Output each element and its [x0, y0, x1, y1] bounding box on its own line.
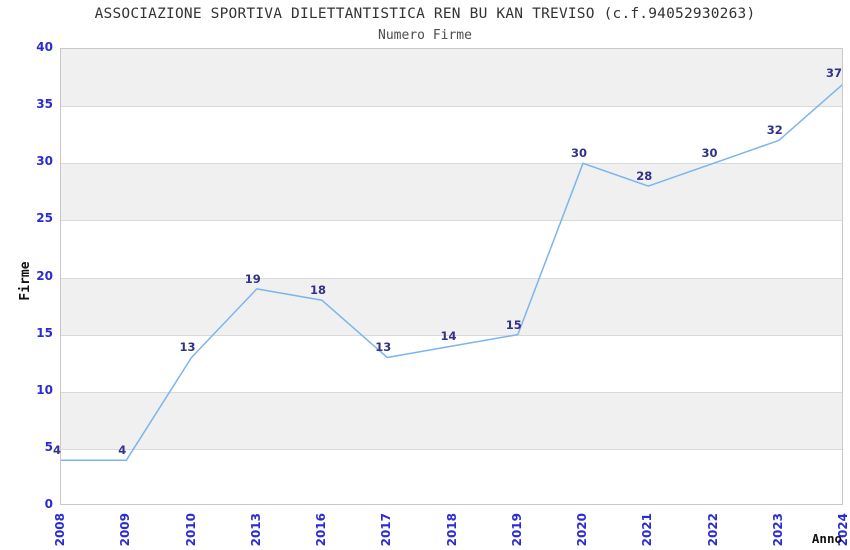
gridline: [61, 220, 842, 222]
chart-title: ASSOCIAZIONE SPORTIVA DILETTANTISTICA RE…: [94, 6, 756, 22]
x-tick-label: 2016: [314, 513, 328, 547]
series-line: [61, 84, 842, 462]
y-tick-label: 20: [36, 268, 53, 283]
gridline: [61, 334, 842, 336]
x-tick-label: 2017: [379, 513, 394, 547]
plot-band: [61, 448, 842, 504]
x-tick-label: 2010: [183, 513, 198, 547]
gridline: [61, 277, 842, 279]
y-tick-label: 40: [36, 40, 53, 54]
data-label: 37: [825, 66, 842, 81]
data-label: 4: [52, 443, 61, 458]
plot-band: [61, 163, 842, 221]
data-label: 30: [570, 146, 587, 161]
plot-band: [61, 277, 842, 335]
data-label: 28: [636, 169, 653, 184]
line-series-svg: [61, 84, 842, 462]
x-axis-title: Anno: [811, 531, 842, 546]
x-tick-label: 2021: [640, 513, 655, 547]
y-tick-label: 30: [36, 154, 53, 169]
gridline: [61, 448, 842, 450]
gridline: [61, 163, 842, 165]
y-tick-label: 5: [44, 439, 53, 454]
x-tick-label: 2018: [444, 513, 459, 547]
y-tick-label: 35: [36, 97, 53, 112]
x-tick-label: 2019: [509, 513, 524, 547]
data-label: 14: [440, 329, 457, 344]
plot-band: [61, 391, 842, 449]
x-tick-label: 2013: [248, 513, 263, 547]
data-label: 4: [118, 443, 127, 458]
x-tick-label: 2022: [705, 513, 720, 547]
x-tick-label: 2009: [118, 513, 133, 547]
plot-area: [60, 48, 843, 505]
plot-band: [61, 220, 842, 278]
y-tick-label: 0: [44, 497, 53, 511]
x-tick-label: 2008: [53, 513, 67, 547]
data-label: 18: [309, 283, 326, 298]
data-label: 19: [244, 271, 261, 286]
plot-band: [61, 106, 842, 164]
y-tick-label: 15: [36, 325, 53, 340]
plot-band: [61, 334, 842, 392]
data-label: 13: [179, 340, 196, 355]
y-tick-label: 10: [36, 382, 53, 397]
y-tick-label: 25: [36, 211, 53, 226]
plot-band: [61, 49, 842, 107]
data-label: 30: [701, 146, 718, 161]
chart-subtitle: Numero Firme: [378, 28, 472, 43]
data-label: 15: [505, 317, 522, 332]
gridline: [61, 391, 842, 393]
data-label: 32: [766, 123, 783, 138]
x-tick-label: 2020: [575, 513, 589, 547]
gridline: [61, 106, 842, 108]
data-label: 13: [375, 340, 392, 355]
